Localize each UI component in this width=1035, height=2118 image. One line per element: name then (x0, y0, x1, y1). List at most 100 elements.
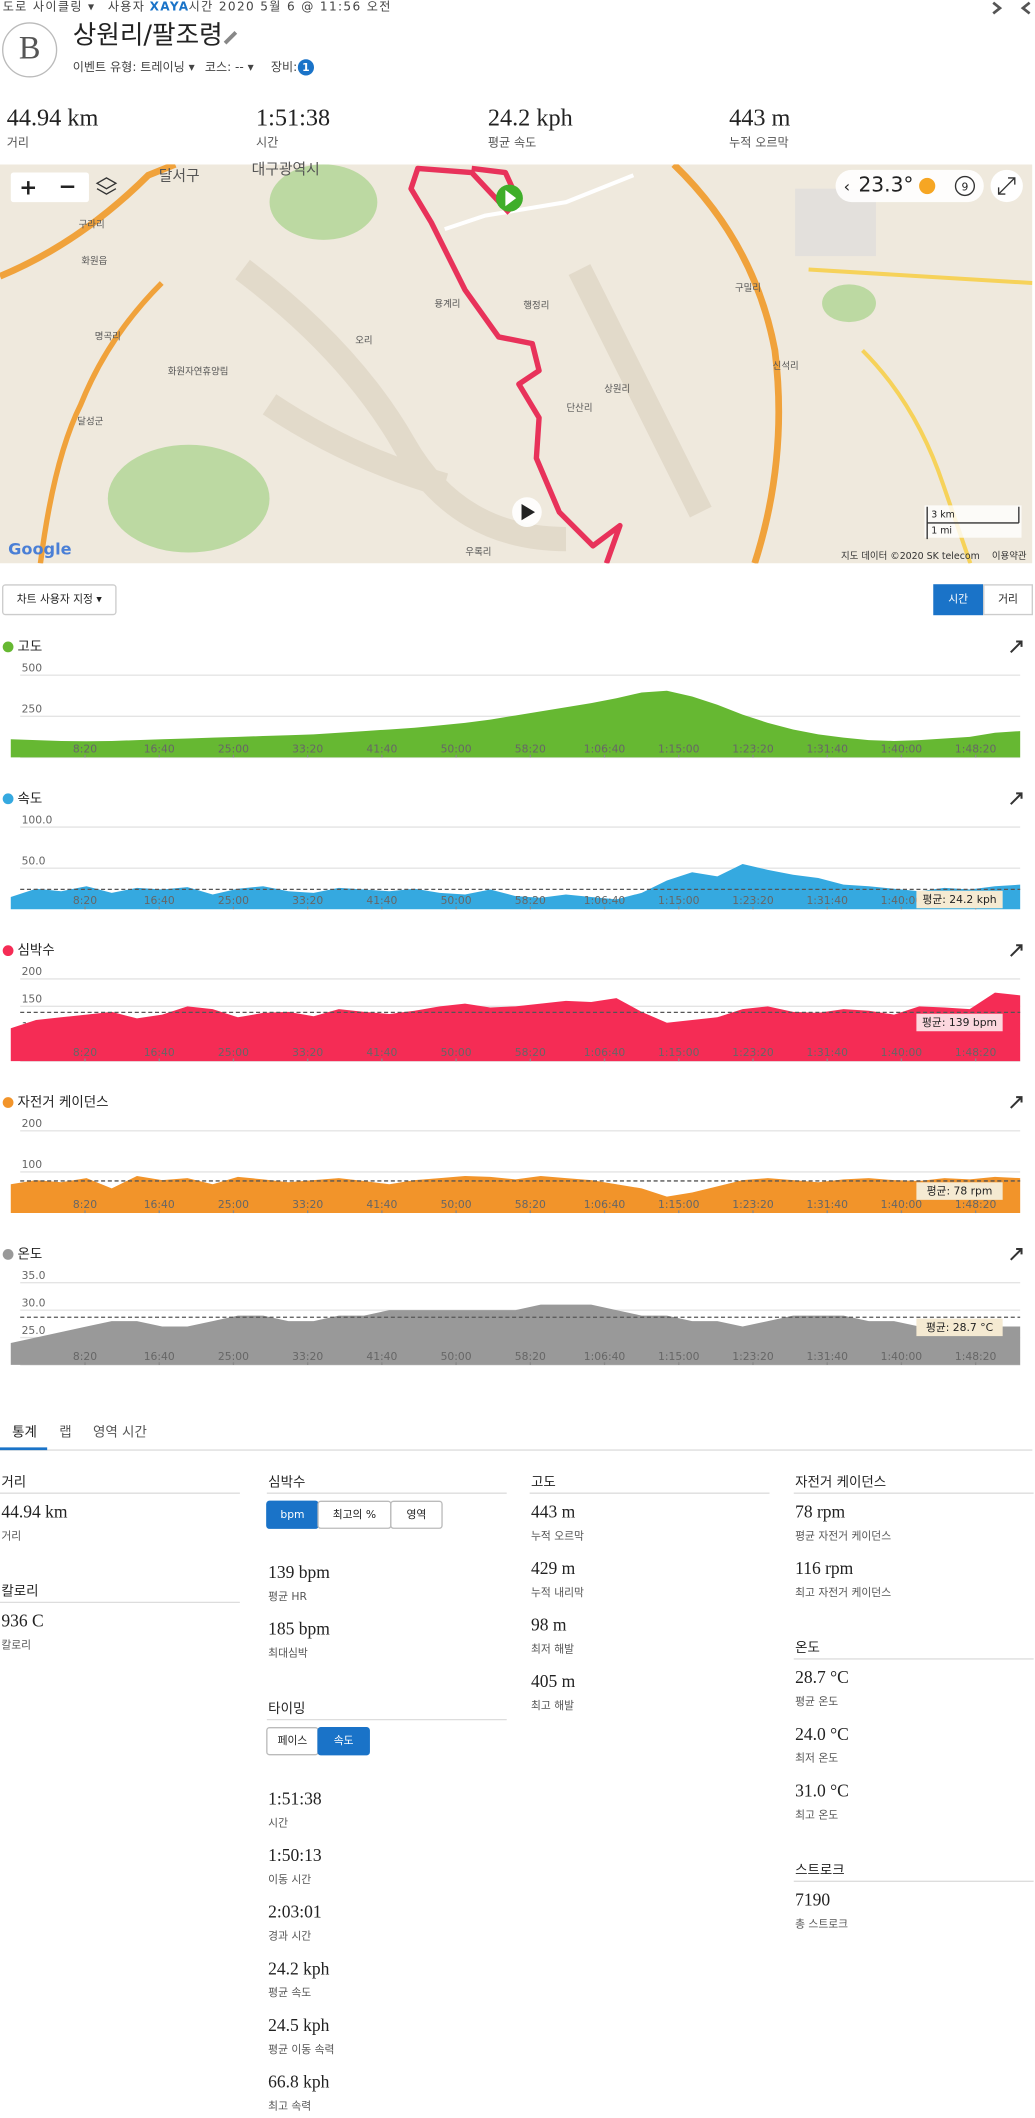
expand-icon[interactable] (1010, 1096, 1023, 1109)
stat-button[interactable] (390, 1500, 443, 1529)
map-label: 구라리 (79, 220, 105, 231)
gear-count: 1 (302, 61, 310, 74)
expand-icon[interactable] (1010, 640, 1023, 653)
x-tick-label: 1:15:00 (658, 1198, 700, 1211)
average-label: 평균: 28.7 °C (926, 1321, 993, 1334)
map-label: 상원리 (604, 384, 630, 395)
map-logo: Google (8, 539, 72, 558)
y-tick-label: 25.0 (22, 1324, 46, 1337)
stat-button-label: 속도 (334, 1734, 354, 1747)
customize-button[interactable] (2, 584, 117, 616)
y-tick-label: 500 (22, 661, 43, 674)
area-series (10, 1176, 1021, 1214)
chart-title: 자전거 케이던스 (18, 1095, 109, 1111)
stats-tab[interactable]: 랩 (59, 1425, 71, 1441)
section-title: 거리 (1, 1474, 26, 1490)
y-tick-label: 100 (22, 1158, 43, 1171)
x-tick-label: 8:20 (73, 1198, 97, 1211)
stat-value: 24.2 kph (268, 1958, 330, 1978)
summary-label: 시간 (256, 135, 278, 149)
toggle-label: 시간 (948, 593, 968, 606)
x-tick-label: 1:31:40 (806, 894, 848, 907)
x-tick-label: 25:00 (218, 1350, 249, 1363)
terms[interactable]: 이용약관 (992, 550, 1027, 562)
svg-text:+: + (19, 176, 37, 201)
forecast-badge[interactable] (954, 175, 976, 197)
chart-dot (2, 641, 14, 653)
y-tick-label: 150 (22, 993, 43, 1006)
section-title: 칼로리 (1, 1584, 38, 1600)
x-tick-label: 8:20 (73, 1350, 97, 1363)
summary-label: 거리 (7, 135, 29, 149)
x-tick-label: 58:20 (515, 1046, 546, 1059)
y-tick-label: 35.0 (22, 1269, 46, 1282)
map: + − ‹ (0, 164, 1033, 564)
expand-icon[interactable] (1010, 944, 1023, 957)
x-tick-label: 1:06:40 (584, 894, 626, 907)
x-tick-label: 1:23:20 (732, 742, 774, 755)
chart-title: 온도 (18, 1246, 43, 1262)
x-tick-label: 25:00 (218, 742, 249, 755)
x-tick-label: 1:40:00 (881, 1046, 923, 1059)
map-label: 행정리 (523, 299, 549, 311)
nav-arrows[interactable] (992, 1, 1031, 15)
x-tick-label: 58:20 (515, 1198, 546, 1211)
stat-label: 칼로리 (1, 1639, 31, 1652)
section-title: 온도 (795, 1640, 820, 1656)
stat-button[interactable] (317, 1727, 370, 1756)
course[interactable]: 코스: -- ▾ (205, 60, 255, 74)
user-name[interactable]: XAYA (150, 0, 190, 13)
stat-value: 429 m (531, 1558, 576, 1578)
stat-label: 최저 온도 (795, 1752, 838, 1765)
average-label: 평균: 24.2 kph (922, 893, 996, 906)
expand-icon[interactable] (1010, 1248, 1023, 1261)
summary-value: 1:51:38 (256, 105, 330, 132)
chart-title: 속도 (18, 791, 43, 807)
section-title: 고도 (531, 1474, 556, 1490)
x-tick-label: 33:20 (292, 894, 323, 907)
x-tick-label: 58:20 (515, 1350, 546, 1363)
stat-label: 총 스트로크 (795, 1917, 848, 1930)
x-tick-label: 41:40 (366, 1198, 397, 1211)
x-tick-label: 1:15:00 (658, 1046, 700, 1059)
toggle-button[interactable] (983, 584, 1033, 616)
stats-tab[interactable]: 통계 (12, 1425, 37, 1441)
stat-label: 평균 온도 (795, 1695, 838, 1708)
x-tick-label: 1:06:40 (584, 1046, 626, 1059)
x-tick-label: 58:20 (515, 894, 546, 907)
expand-icon[interactable] (1010, 792, 1023, 805)
event-type[interactable]: 이벤트 유형: 트레이닝 ▾ (73, 60, 196, 74)
average-badge (916, 1318, 1003, 1337)
svg-text:‹: ‹ (844, 177, 850, 196)
stat-label: 최고 속력 (268, 2099, 311, 2112)
stat-label: 경과 시간 (268, 1930, 311, 1943)
x-tick-label: 41:40 (366, 742, 397, 755)
x-tick-label: 25:00 (218, 894, 249, 907)
edit-icon[interactable] (223, 31, 238, 45)
stats-tab[interactable]: 영역 시간 (93, 1425, 147, 1441)
avatar-letter: B (19, 30, 41, 66)
stat-label: 최고 온도 (795, 1808, 838, 1821)
x-tick-label: 1:31:40 (806, 742, 848, 755)
activity-type[interactable]: 도로 사이클링 ▾ (3, 0, 96, 13)
stat-value: 116 rpm (795, 1558, 854, 1578)
stat-value: 7190 (795, 1890, 830, 1910)
stat-value: 185 bpm (268, 1619, 330, 1639)
x-tick-label: 16:40 (144, 1350, 175, 1363)
chart-title: 고도 (18, 639, 43, 655)
toggle-button[interactable] (933, 584, 984, 616)
x-tick-label: 16:40 (144, 1046, 175, 1059)
summary-value: 24.2 kph (488, 105, 573, 132)
summary-label: 평균 속도 (488, 135, 536, 149)
x-tick-label: 33:20 (292, 1350, 323, 1363)
x-tick-label: 1:40:00 (881, 742, 923, 755)
x-tick-label: 1:06:40 (584, 742, 626, 755)
stat-value: 139 bpm (268, 1562, 330, 1582)
stat-button-label: 영역 (407, 1508, 427, 1521)
area-series (10, 992, 1021, 1062)
chart-dot (2, 945, 14, 957)
x-tick-label: 1:48:20 (955, 1046, 997, 1059)
x-tick-label: 50:00 (441, 742, 472, 755)
x-tick-label: 41:40 (366, 894, 397, 907)
